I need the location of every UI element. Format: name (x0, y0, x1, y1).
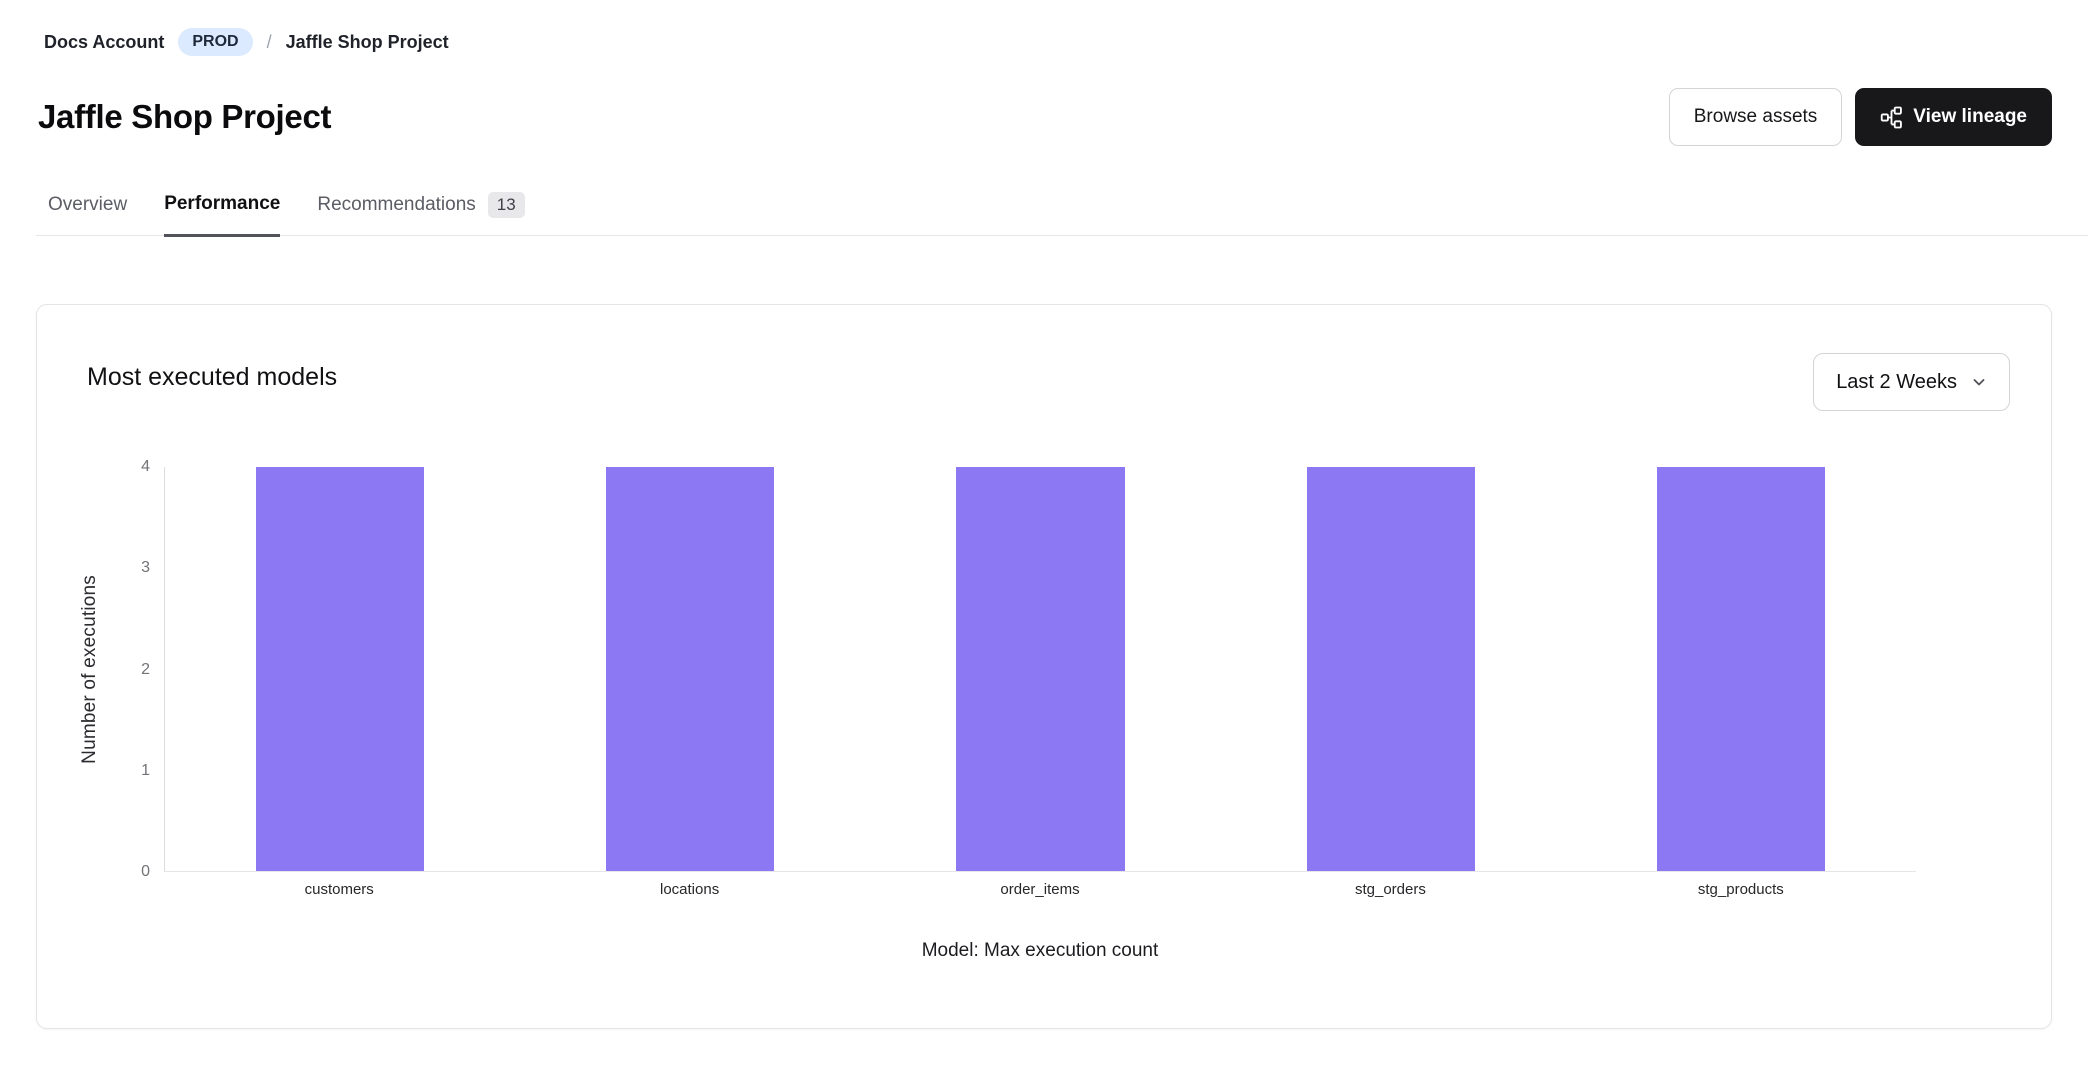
page-title: Jaffle Shop Project (38, 98, 332, 135)
tab-recommendations[interactable]: Recommendations 13 (317, 192, 525, 236)
tab-performance-label: Performance (164, 193, 281, 214)
y-axis-tick-labels: 0 1 2 3 4 (112, 459, 164, 880)
y-tick-label: 1 (141, 761, 150, 779)
plot-area (164, 467, 1916, 872)
y-tick-label: 3 (141, 559, 150, 577)
recommendations-count-badge: 13 (487, 192, 525, 218)
bar-slot (865, 467, 1215, 871)
y-tick-label: 0 (141, 863, 150, 880)
breadcrumb-account-link[interactable]: Docs Account (44, 31, 165, 52)
view-lineage-label: View lineage (1913, 106, 2027, 127)
bar-slot (1216, 467, 1566, 871)
x-axis-title: Model: Max execution count (921, 940, 1159, 961)
bar-stg_orders[interactable] (1306, 467, 1475, 871)
bar-customers[interactable] (256, 467, 425, 871)
browse-assets-label: Browse assets (1693, 106, 1818, 127)
bar-slot (1566, 467, 1916, 871)
header-actions: Browse assets View lineage (1668, 88, 2052, 146)
tab-bar: Overview Performance Recommendations 13 (36, 192, 2088, 237)
card-title: Most executed models (87, 363, 338, 391)
x-tick-label: stg_orders (1354, 881, 1426, 898)
breadcrumb-separator: / (266, 31, 272, 52)
x-tick-label: customers (304, 881, 374, 898)
x-tick-label: locations (660, 881, 720, 898)
breadcrumb: Docs Account PROD / Jaffle Shop Project (44, 0, 2052, 56)
page-header: Jaffle Shop Project Browse assets View l… (36, 88, 2052, 146)
y-axis-title: Number of executions (67, 467, 112, 872)
view-lineage-button[interactable]: View lineage (1855, 88, 2052, 146)
date-range-selector[interactable]: Last 2 Weeks (1813, 353, 2010, 411)
y-tick-label: 2 (141, 660, 150, 678)
bar-chart: Number of executions 0 1 2 3 4 customers loca… (37, 459, 2051, 962)
plot-column: customers locations order_items stg_orders s… (164, 467, 1916, 962)
x-tick-label: order_items (1000, 881, 1080, 898)
most-executed-models-card: Most executed models Last 2 Weeks Number… (36, 304, 2052, 1029)
bar-locations[interactable] (606, 467, 775, 871)
bar-stg_products[interactable] (1656, 467, 1825, 871)
tab-overview-label: Overview (48, 194, 128, 215)
chevron-down-icon (1971, 374, 1987, 390)
date-range-value: Last 2 Weeks (1836, 370, 1957, 393)
tab-bar-divider (36, 235, 2088, 236)
tab-performance[interactable]: Performance (164, 192, 281, 237)
tab-recommendations-label: Recommendations (317, 194, 476, 215)
bar-slot (165, 467, 515, 871)
bar-order_items[interactable] (956, 467, 1125, 871)
x-tick-label: stg_products (1697, 881, 1784, 898)
project-page: Docs Account PROD / Jaffle Shop Project … (36, 0, 2088, 1029)
bar-slot (515, 467, 865, 871)
y-tick-label: 4 (141, 458, 150, 475)
x-axis-tick-labels: customers locations order_items stg_orders s… (164, 881, 1916, 898)
environment-badge: PROD (178, 28, 253, 56)
card-header: Most executed models Last 2 Weeks (37, 305, 2051, 411)
lineage-graph-icon (1880, 106, 1903, 129)
breadcrumb-project-link[interactable]: Jaffle Shop Project (285, 31, 449, 52)
y-axis-title-text: Number of executions (78, 575, 100, 764)
tab-overview[interactable]: Overview (48, 192, 127, 236)
browse-assets-button[interactable]: Browse assets (1668, 88, 1843, 146)
